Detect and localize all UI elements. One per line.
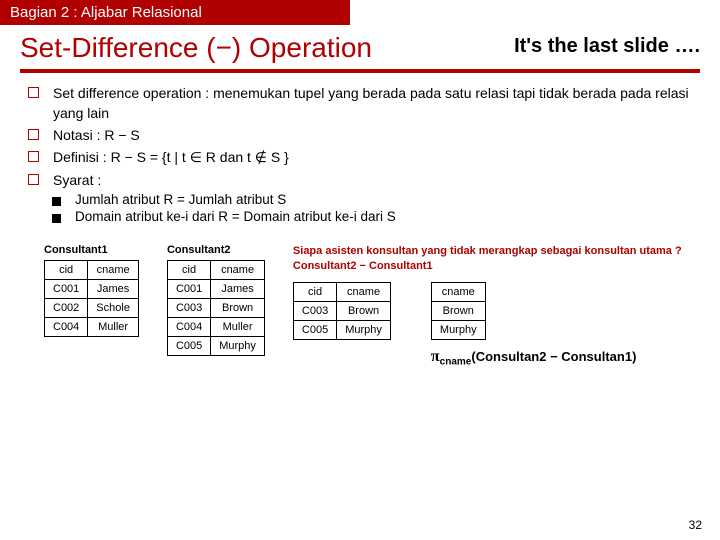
bullet-text: Notasi : R − S <box>53 125 140 145</box>
cell: Murphy <box>431 320 485 339</box>
question-line: Siapa asisten konsultan yang tidak meran… <box>293 245 682 257</box>
cell: C004 <box>167 318 210 337</box>
last-slide-note: It's the last slide …. <box>514 31 700 58</box>
cell: Murphy <box>337 320 391 339</box>
cell: C003 <box>167 299 210 318</box>
cell: Schole <box>88 299 139 318</box>
col-header: cid <box>45 261 88 280</box>
bullet-text: Syarat : <box>53 170 101 190</box>
cell: Murphy <box>211 337 265 356</box>
slide-title: Set-Difference (−) Operation <box>20 31 372 65</box>
cell: Muller <box>88 318 139 337</box>
cell: James <box>211 280 265 299</box>
col-header: cname <box>88 261 139 280</box>
col-header: cname <box>337 282 391 301</box>
cell: C001 <box>167 280 210 299</box>
col-header: cname <box>431 282 485 301</box>
sub-bullet-list: Jumlah atribut R = Jumlah atribut S Doma… <box>0 192 720 224</box>
cell: Brown <box>337 301 391 320</box>
sub-bullet-icon <box>52 214 61 223</box>
bullet-icon <box>28 129 39 140</box>
bullet-text: Definisi : R − S = {t | t ∈ R dan t ∉ S … <box>53 147 289 167</box>
projection-body: (Consultan2 − Consultan1) <box>471 349 636 364</box>
table-consultant1: Consultant1 cidcname C001James C002Schol… <box>44 244 139 337</box>
bullet-text: Set difference operation : menemukan tup… <box>53 83 692 124</box>
question-text: Siapa asisten konsultan yang tidak meran… <box>293 244 692 274</box>
col-header: cid <box>293 282 336 301</box>
table-consultant2: Consultant2 cidcname C001James C003Brown… <box>167 244 265 356</box>
result-table-1: cidcname C003Brown C005Murphy <box>293 282 391 340</box>
table-caption: Consultant2 <box>167 244 265 256</box>
cell: C005 <box>167 337 210 356</box>
col-header: cname <box>211 261 265 280</box>
cell: C002 <box>45 299 88 318</box>
cell: C005 <box>293 320 336 339</box>
sub-bullet-icon <box>52 197 61 206</box>
table-caption: Consultant1 <box>44 244 139 256</box>
question-expr: Consultant2 − Consultant1 <box>293 260 433 272</box>
sub-bullet-text: Domain atribut ke-i dari R = Domain atri… <box>75 209 396 224</box>
col-header: cid <box>167 261 210 280</box>
cell: James <box>88 280 139 299</box>
pi-symbol: π <box>431 348 440 365</box>
projection-expr: πcname(Consultan2 − Consultan1) <box>431 348 637 368</box>
cell: C004 <box>45 318 88 337</box>
bullet-icon <box>28 151 39 162</box>
projection-sub: cname <box>440 356 472 367</box>
bullet-icon <box>28 87 39 98</box>
bullet-list: Set difference operation : menemukan tup… <box>0 83 720 190</box>
cell: Brown <box>211 299 265 318</box>
result-table-2: cname Brown Murphy πcname(Consultan2 − C… <box>431 282 637 368</box>
title-underline <box>20 69 700 73</box>
cell: Muller <box>211 318 265 337</box>
sub-bullet-text: Jumlah atribut R = Jumlah atribut S <box>75 192 286 207</box>
page-number: 32 <box>689 518 702 532</box>
bullet-icon <box>28 174 39 185</box>
cell: C003 <box>293 301 336 320</box>
section-header: Bagian 2 : Aljabar Relasional <box>0 0 350 25</box>
cell: C001 <box>45 280 88 299</box>
cell: Brown <box>431 301 485 320</box>
